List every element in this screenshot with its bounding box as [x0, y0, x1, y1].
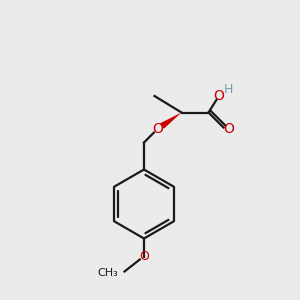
- Text: O: O: [139, 250, 149, 263]
- Polygon shape: [160, 112, 182, 129]
- Text: CH₃: CH₃: [98, 268, 118, 278]
- Text: O: O: [224, 122, 234, 136]
- Text: O: O: [152, 122, 163, 136]
- Text: H: H: [224, 83, 233, 96]
- Text: O: O: [214, 89, 224, 103]
